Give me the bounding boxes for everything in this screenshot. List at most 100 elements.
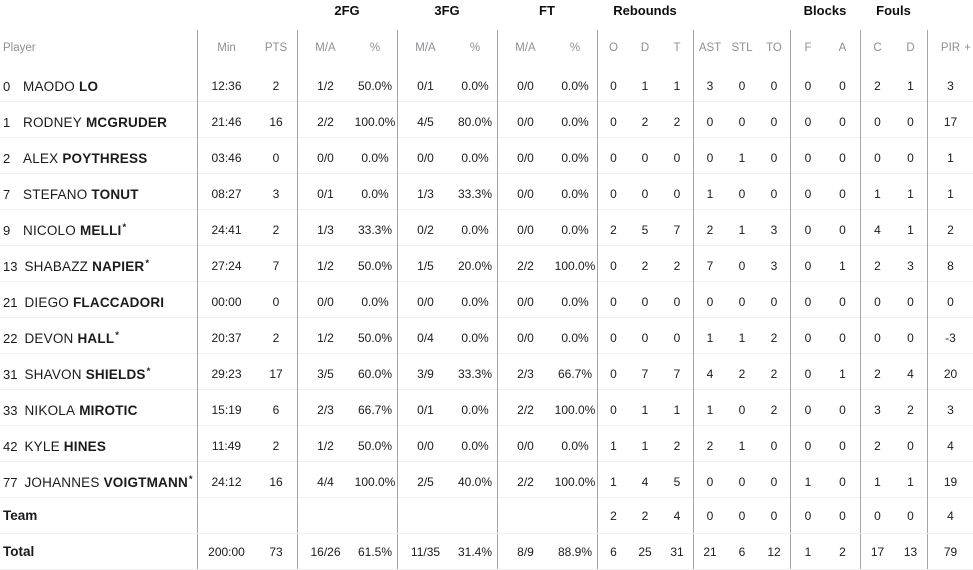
group-header-ft: FT <box>539 3 555 18</box>
stat-blocks-against: 0 <box>839 508 846 523</box>
stat-ft-pct <box>553 498 597 533</box>
stat-3fg-ma: 0/0 <box>397 138 453 177</box>
stat-blocks-favor: 0 <box>790 102 825 141</box>
player-first-name: MAODO <box>23 79 76 94</box>
stat-3fg-ma: 0/1 <box>397 390 453 429</box>
player-first-name: NIKOLA <box>24 403 76 418</box>
player-first-name: JOHANNES <box>24 475 100 490</box>
player-number: 7 <box>3 187 11 202</box>
stat-reb-t: 0 <box>673 150 681 165</box>
player-cell[interactable]: 31 SHAVON SHIELDS* <box>0 354 197 393</box>
table-row: 77 JOHANNES VOIGTMANN* 24:12 16 4/4 100.0%… <box>0 462 973 501</box>
stat-ft-ma: 0/0 <box>497 282 553 321</box>
stat-3fg-pct: 33.3% <box>457 366 493 381</box>
stat-3fg-pct: 80.0% <box>457 114 493 129</box>
stat-3fg-pct: 0.0% <box>461 402 489 417</box>
stat-blocks-against: 0 <box>839 330 846 345</box>
stat-reb-o: 2 <box>597 498 629 533</box>
player-cell[interactable]: 7 STEFANO TONUT <box>0 174 197 213</box>
stat-fouls-drawn: 0 <box>907 294 914 309</box>
player-name: 2 ALEX POYTHRESS <box>3 138 148 177</box>
stat-pir: 2 <box>927 210 973 249</box>
player-cell[interactable]: 9 NICOLO MELLI* <box>0 210 197 249</box>
stat-ft-pct: 0.0% <box>561 78 589 93</box>
stat-fouls-committed: 1 <box>860 462 894 501</box>
stat-reb-o: 0 <box>597 174 629 213</box>
player-cell[interactable]: 33 NIKOLA MIROTIC <box>0 390 197 429</box>
stat-stl: 1 <box>738 330 746 345</box>
player-name: 9 NICOLO MELLI* <box>3 210 126 249</box>
stat-pir: 17 <box>927 102 973 141</box>
player-cell[interactable]: 42 KYLE HINES <box>0 426 197 465</box>
stat-blocks-against: 0 <box>839 150 846 165</box>
stat-3fg-pct: 31.4% <box>457 544 493 559</box>
stat-ast: 1 <box>693 390 726 429</box>
stat-reb-d: 2 <box>641 508 649 523</box>
player-cell[interactable]: 1 RODNEY MCGRUDER <box>0 102 197 141</box>
stat-pir: 0 <box>927 282 973 321</box>
stat-stl: 0 <box>738 402 746 417</box>
stat-fouls-drawn: 2 <box>907 402 914 417</box>
col-header-blocks-a: A <box>838 42 847 54</box>
stat-3fg-ma <box>397 498 453 533</box>
stat-pts: 2 <box>272 222 280 237</box>
stat-2fg-pct: 50.0% <box>357 330 393 345</box>
table-row: 33 NIKOLA MIROTIC 15:19 6 2/3 66.7% 0/1 0.… <box>0 390 973 429</box>
stat-fouls-drawn: 1 <box>907 186 914 201</box>
stat-3fg-pct: 33.3% <box>457 186 493 201</box>
stat-2fg-ma: 4/4 <box>297 462 353 501</box>
player-cell[interactable]: 21 DIEGO FLACCADORI <box>0 282 197 321</box>
stat-ft-ma: 2/2 <box>497 246 553 285</box>
stat-ft-pct: 0.0% <box>561 330 589 345</box>
stat-to: 0 <box>770 78 778 93</box>
player-name: 7 STEFANO TONUT <box>3 174 140 213</box>
stat-to: 0 <box>770 508 778 523</box>
player-cell[interactable]: 2 ALEX POYTHRESS <box>0 138 197 177</box>
stat-3fg-pct: 0.0% <box>461 150 489 165</box>
stat-to: 2 <box>770 366 778 381</box>
stat-reb-o: 0 <box>597 66 629 105</box>
stat-ft-ma: 2/3 <box>497 354 553 393</box>
player-cell[interactable]: 77 JOHANNES VOIGTMANN* <box>0 462 197 501</box>
stat-reb-d: 7 <box>641 366 649 381</box>
stat-ft-pct: 100.0% <box>554 258 596 273</box>
stat-pir: 1 <box>927 174 973 213</box>
stat-min: 03:46 <box>197 138 255 177</box>
stat-2fg-pct: 0.0% <box>361 294 389 309</box>
stat-ft-ma: 0/0 <box>497 138 553 177</box>
stat-reb-d: 1 <box>641 402 649 417</box>
stat-2fg-ma: 0/0 <box>297 138 353 177</box>
player-cell[interactable]: 22 DEVON HALL* <box>0 318 197 357</box>
stat-min <box>197 498 255 533</box>
stat-pir: 4 <box>927 426 973 465</box>
stat-pts: 2 <box>272 78 280 93</box>
table-row: Team 2 2 4 0 0 0 0 0 0 0 4 <box>0 498 973 534</box>
stat-reb-d: 4 <box>641 474 649 489</box>
player-first-name: SHAVON <box>24 367 82 382</box>
player-cell[interactable]: 13 SHABAZZ NAPIER* <box>0 246 197 285</box>
player-first-name: STEFANO <box>23 187 88 202</box>
stat-reb-o: 0 <box>597 390 629 429</box>
stat-reb-t: 0 <box>673 330 681 345</box>
player-number: 31 <box>3 367 18 382</box>
stat-ft-ma: 2/2 <box>497 462 553 501</box>
stat-to: 0 <box>770 150 778 165</box>
stat-3fg-pct: 0.0% <box>461 294 489 309</box>
col-header-to: TO <box>766 42 782 54</box>
stat-ast: 1 <box>693 174 726 213</box>
stat-min: 24:41 <box>197 210 255 249</box>
stat-blocks-favor: 0 <box>790 66 825 105</box>
player-last-name: MIROTIC <box>79 403 138 418</box>
player-first-name: RODNEY <box>23 115 82 130</box>
stat-blocks-favor: 1 <box>790 534 825 569</box>
stat-ast: 2 <box>693 210 726 249</box>
player-last-name: HALL <box>77 331 115 346</box>
stat-min: 20:37 <box>197 318 255 357</box>
stat-reb-d: 5 <box>641 222 649 237</box>
stat-reb-d: 2 <box>641 258 649 273</box>
player-cell[interactable]: 0 MAODO LO <box>0 66 197 105</box>
stat-fouls-committed: 4 <box>860 210 894 249</box>
stat-3fg-pct: 20.0% <box>457 258 493 273</box>
table-row: 21 DIEGO FLACCADORI 00:00 0 0/0 0.0% 0/0 0… <box>0 282 973 321</box>
player-last-name: HINES <box>63 439 107 454</box>
